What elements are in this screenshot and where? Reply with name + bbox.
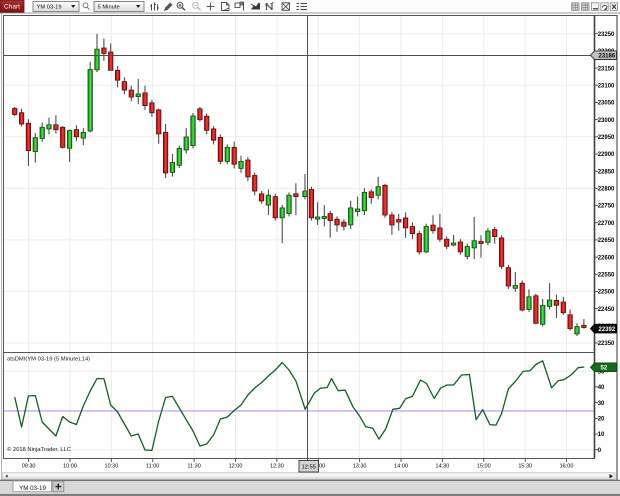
svg-text:40: 40 (598, 385, 605, 391)
svg-text:23100: 23100 (598, 83, 615, 89)
svg-text:22350: 22350 (598, 341, 615, 347)
svg-text:10:00: 10:00 (63, 464, 77, 470)
svg-text:Chart: Chart (4, 4, 20, 11)
svg-text:22800: 22800 (598, 187, 615, 193)
svg-text:50: 50 (598, 369, 605, 375)
svg-text:12:55: 12:55 (301, 464, 316, 470)
svg-text:52: 52 (601, 366, 608, 372)
svg-text:11:30: 11:30 (187, 464, 200, 470)
svg-text:YM 03-19: YM 03-19 (19, 485, 46, 492)
svg-text:22600: 22600 (598, 255, 615, 261)
svg-text:23250: 23250 (598, 32, 615, 38)
svg-text:23000: 23000 (598, 118, 615, 124)
svg-text:0: 0 (598, 448, 602, 454)
svg-text:23186: 23186 (599, 53, 616, 59)
svg-text:15:00: 15:00 (477, 464, 491, 470)
svg-text:09:30: 09:30 (22, 464, 36, 470)
svg-text:14:30: 14:30 (436, 464, 450, 470)
svg-text:10:30: 10:30 (105, 464, 119, 470)
svg-text:11:00: 11:00 (146, 464, 159, 470)
svg-text:15:30: 15:30 (518, 464, 532, 470)
svg-text:© 2018 NinjaTrader, LLC: © 2018 NinjaTrader, LLC (7, 446, 71, 453)
svg-text:23150: 23150 (598, 66, 615, 72)
svg-text:12:30: 12:30 (270, 464, 284, 470)
svg-text:30: 30 (598, 401, 605, 407)
svg-text:12:00: 12:00 (229, 464, 243, 470)
svg-text:22900: 22900 (598, 152, 615, 158)
svg-text:atsDMI(YM 03-19 (5 Minute),14): atsDMI(YM 03-19 (5 Minute),14) (7, 357, 90, 363)
svg-text:10: 10 (598, 432, 605, 438)
svg-text:22700: 22700 (598, 221, 615, 227)
svg-text:16:00: 16:00 (560, 464, 574, 470)
svg-text:22450: 22450 (598, 307, 615, 313)
svg-text:22550: 22550 (598, 272, 615, 278)
svg-text:13:30: 13:30 (353, 464, 367, 470)
svg-text:5 Minute: 5 Minute (98, 5, 120, 11)
svg-text:14:00: 14:00 (394, 464, 408, 470)
svg-text:23050: 23050 (598, 101, 615, 107)
svg-text:22850: 22850 (598, 169, 615, 175)
svg-text:22950: 22950 (598, 135, 615, 141)
svg-text:22500: 22500 (598, 290, 615, 296)
svg-text:22750: 22750 (598, 204, 615, 210)
svg-text:22650: 22650 (598, 238, 615, 244)
svg-text:20: 20 (598, 417, 605, 423)
svg-text:22392: 22392 (599, 327, 616, 333)
svg-text:YM 03-19: YM 03-19 (37, 5, 62, 11)
